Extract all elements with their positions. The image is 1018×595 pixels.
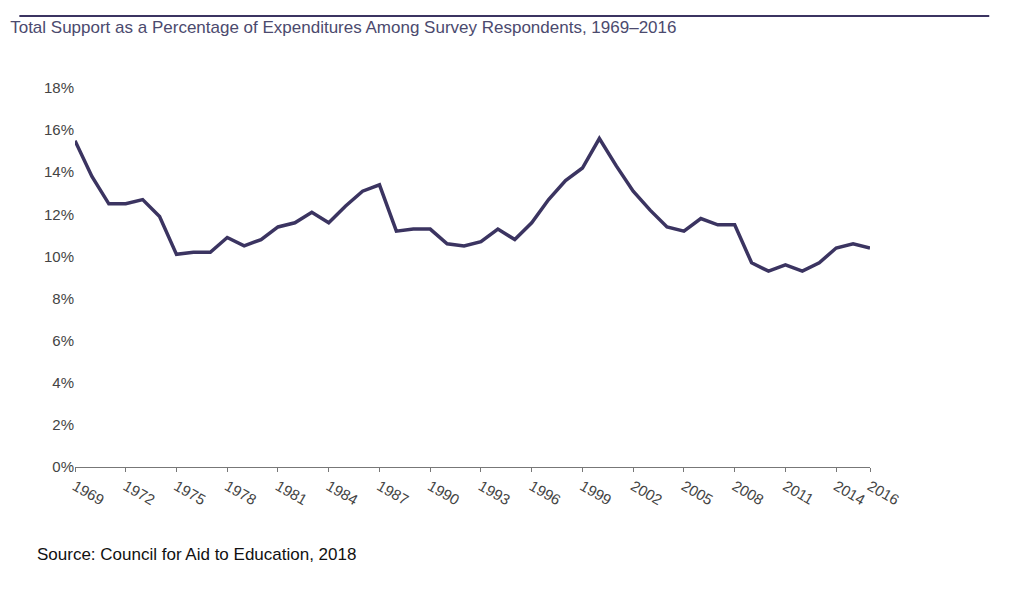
svg-text:1975: 1975: [171, 477, 208, 508]
svg-text:10%: 10%: [44, 248, 74, 265]
svg-text:18%: 18%: [44, 79, 74, 96]
svg-text:14%: 14%: [44, 163, 74, 180]
svg-text:2005: 2005: [679, 477, 716, 508]
svg-text:1999: 1999: [577, 477, 614, 508]
svg-text:Total Support as a Percentage: Total Support as a Percentage of Expendi…: [10, 18, 676, 37]
svg-text:1987: 1987: [374, 477, 411, 508]
svg-text:2002: 2002: [628, 477, 665, 508]
svg-text:1978: 1978: [222, 477, 259, 508]
svg-text:2008: 2008: [729, 477, 766, 508]
svg-text:2016: 2016: [865, 477, 902, 508]
svg-text:1996: 1996: [526, 477, 563, 508]
svg-text:0%: 0%: [52, 458, 74, 475]
svg-text:1981: 1981: [273, 477, 310, 508]
svg-text:Source: Council for Aid to Edu: Source: Council for Aid to Education, 20…: [37, 545, 356, 564]
svg-text:8%: 8%: [52, 290, 74, 307]
svg-text:1972: 1972: [120, 477, 157, 508]
svg-text:16%: 16%: [44, 121, 74, 138]
svg-text:2011: 2011: [780, 477, 816, 508]
svg-text:2%: 2%: [52, 416, 74, 433]
svg-text:4%: 4%: [52, 374, 74, 391]
svg-text:6%: 6%: [52, 332, 74, 349]
svg-text:1984: 1984: [323, 477, 360, 508]
svg-text:1990: 1990: [425, 477, 462, 508]
svg-text:1969: 1969: [70, 477, 107, 508]
svg-text:1993: 1993: [476, 477, 513, 508]
svg-text:2014: 2014: [831, 477, 868, 508]
svg-text:12%: 12%: [44, 206, 74, 223]
